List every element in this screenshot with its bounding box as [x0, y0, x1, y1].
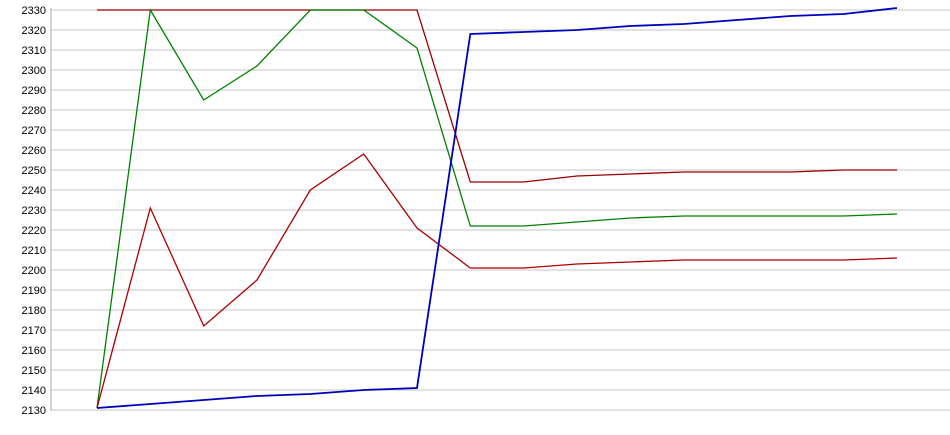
y-axis-tick-label: 2220 [22, 225, 46, 237]
series-line-blue [96, 7, 898, 409]
y-axis-tick-label: 2320 [22, 25, 46, 37]
y-axis-tick-label: 2170 [22, 325, 46, 337]
y-axis-tick-label: 2250 [22, 165, 46, 177]
y-axis-tick-label: 2240 [22, 185, 46, 197]
y-axis-tick-label: 2260 [22, 145, 46, 157]
y-axis-tick-label: 2310 [22, 45, 46, 57]
y-axis-tick-label: 2290 [22, 85, 46, 97]
y-axis-tick-label: 2270 [22, 125, 46, 137]
series-line-dark-red [97, 9, 897, 183]
y-axis-tick-label: 2180 [22, 305, 46, 317]
y-axis-tick-label: 2200 [22, 265, 46, 277]
y-axis-tick-label: 2210 [22, 245, 46, 257]
series-line-green [96, 8, 898, 409]
y-axis-tick-label: 2330 [22, 5, 46, 17]
series-line-red [96, 153, 898, 409]
y-axis-tick-label: 2160 [22, 345, 46, 357]
y-axis-tick-label: 2130 [22, 405, 46, 417]
y-axis-tick-label: 2230 [22, 205, 46, 217]
y-axis-tick-label: 2140 [22, 385, 46, 397]
y-axis-tick-label: 2150 [22, 365, 46, 377]
y-axis-tick-label: 2190 [22, 285, 46, 297]
y-axis-tick-label: 2280 [22, 105, 46, 117]
y-axis-tick-label: 2300 [22, 65, 46, 77]
